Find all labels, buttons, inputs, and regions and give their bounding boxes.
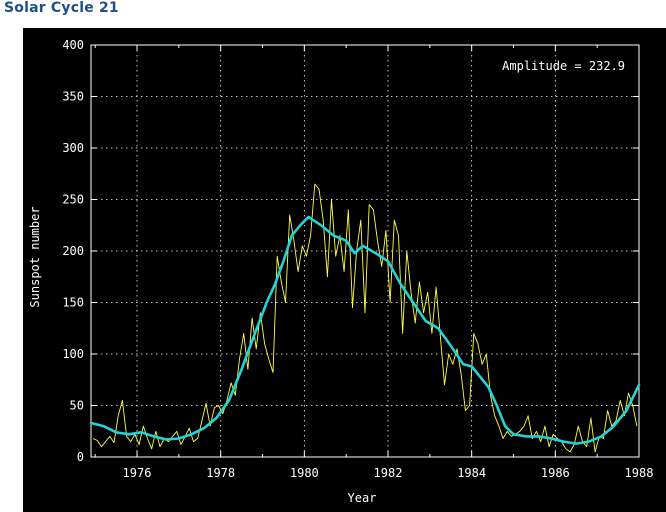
y-tick-label: 100	[62, 347, 84, 361]
x-tick-label: 1982	[374, 466, 403, 480]
x-tick-label: 1988	[625, 466, 654, 480]
y-tick-label: 200	[62, 244, 84, 258]
y-tick-label: 350	[62, 90, 84, 104]
sunspot-chart: 0 50 100 150 200 250 300 350 400 1976 1978 1980 1982…	[23, 28, 666, 512]
x-tick-label: 1978	[206, 466, 235, 480]
series-line-monthly	[92, 183, 638, 453]
chart-canvas: 0 50 100 150 200 250 300 350 400 1976 1978 1980 1982…	[28, 38, 654, 505]
series-line-smoothed	[89, 215, 641, 445]
y-axis-label: Sunspot number	[28, 206, 42, 307]
y-tick-label: 250	[62, 193, 84, 207]
x-tick-label: 1986	[541, 466, 570, 480]
page-title: Solar Cycle 21	[4, 0, 119, 16]
y-tick-label: 150	[62, 296, 84, 310]
amplitude-annotation: Amplitude = 232.9	[502, 59, 625, 73]
y-tick-label: 300	[62, 141, 84, 155]
y-tick-label: 400	[62, 38, 84, 52]
x-axis-label: Year	[348, 491, 377, 505]
y-tick-label: 50	[70, 399, 84, 413]
x-tick-label: 1980	[290, 466, 319, 480]
y-tick-label: 0	[77, 450, 84, 464]
x-tick-label: 1976	[123, 466, 152, 480]
x-tick-label: 1984	[457, 466, 486, 480]
